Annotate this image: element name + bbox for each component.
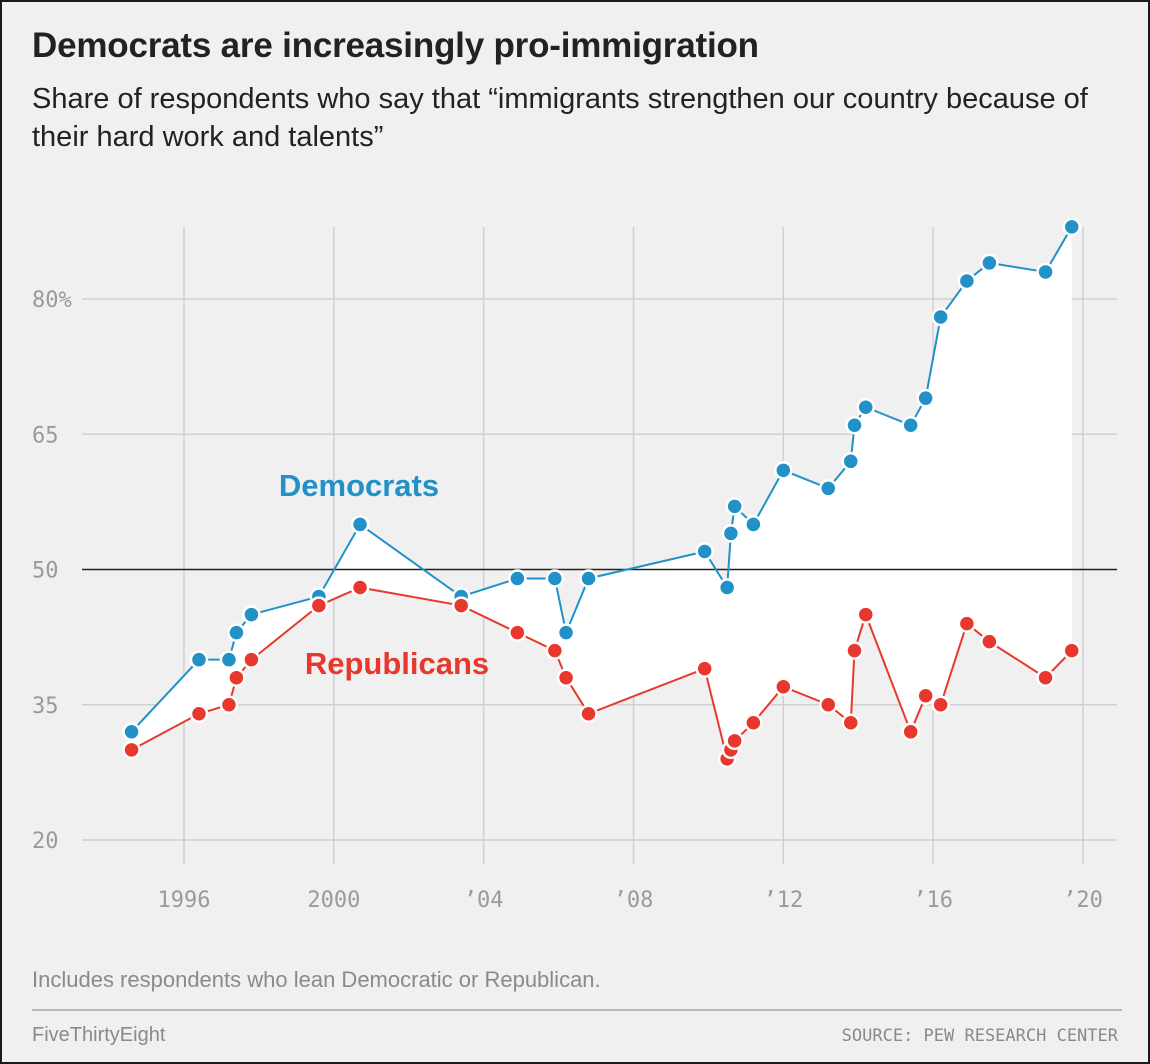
republicans-point [189,704,209,724]
x-tick-label: 1996 [158,888,211,913]
democrats-point [219,650,239,669]
republicans-point [695,659,714,678]
chart-subtitle: Share of respondents who say that “immig… [32,83,1088,153]
democrats-point [980,253,999,273]
source-credit: SOURCE: PEW RESEARCH CENTER [841,1026,1118,1046]
democrats-point [242,605,261,624]
republicans-point [916,686,935,705]
democrats-point [1036,262,1055,282]
republicans-point [980,632,999,651]
x-tick-label: 2000 [307,888,360,913]
democrats-point [122,722,141,742]
x-tick-label: ’16 [913,888,953,913]
democrats-point [189,650,209,669]
democrats-point [227,623,246,642]
republicans-point [545,641,565,660]
y-tick-label: 80% [32,288,72,313]
democrats-point [508,569,527,588]
republicans-point [744,713,763,733]
republicans-point [1036,668,1055,687]
democrats-point [916,388,935,408]
footnote: Includes respondents who lean Democratic… [32,967,601,992]
democrats-point [725,497,744,516]
republicans-point [845,641,864,660]
brand-credit: FiveThirtyEight [32,1024,166,1046]
democrats-point [845,415,864,435]
republicans-point [856,605,875,624]
democrats-point [556,623,576,642]
republicans-point [309,596,329,615]
republicans-point [579,704,598,724]
democrats-point [856,397,875,417]
democrats-point [901,415,920,435]
republicans-label: Republicans [305,646,489,681]
democrats-point [957,271,977,291]
republicans-point [122,740,141,760]
gap-fill-area [131,226,1072,759]
democrats-point [695,542,714,561]
republicans-point [931,695,950,714]
republicans-point [556,668,576,687]
democrats-label: Democrats [279,468,439,503]
x-tick-label: ’04 [464,888,504,913]
democrats-point [931,307,950,327]
republicans-point [819,695,838,714]
democrats-point [721,524,741,543]
republicans-point [242,650,261,669]
republicans-point [227,668,246,687]
y-tick-label: 65 [32,423,59,448]
republicans-point [1062,641,1082,660]
republicans-point [350,578,370,597]
x-tick-label: ’20 [1063,888,1103,913]
republicans-point [841,713,861,733]
democrats-point [774,461,793,480]
y-tick-label: 35 [32,694,59,719]
republicans-point [219,695,239,714]
gap-fill [131,226,1072,759]
footer-divider [32,1009,1122,1011]
y-tick-label: 50 [32,559,59,584]
democrats-point [350,515,370,534]
series-points [122,217,1082,769]
x-tick-label: ’12 [763,888,803,913]
democrats-point [545,569,565,588]
tick-labels: 20 35 50 65 80% 1996 2000 ’04 ’08 ’12 ’16 ’20 [32,288,1103,913]
republicans-point [508,623,527,642]
democrats-point [1062,217,1082,237]
democrats-point [744,515,763,534]
democrats-point [819,479,838,498]
x-tick-label: ’08 [614,888,654,913]
republicans-point [774,677,793,696]
y-tick-label: 20 [32,829,59,854]
republicans-point [901,722,920,742]
republicans-point [725,731,744,751]
democrats-point [841,452,861,471]
democrats-point [717,578,737,597]
democrats-point [579,569,598,588]
republicans-point [451,596,471,615]
republicans-point [957,614,977,633]
series-labels: Democrats Republicans [279,468,489,681]
chart-title: Democrats are increasingly pro-immigrati… [32,26,759,65]
